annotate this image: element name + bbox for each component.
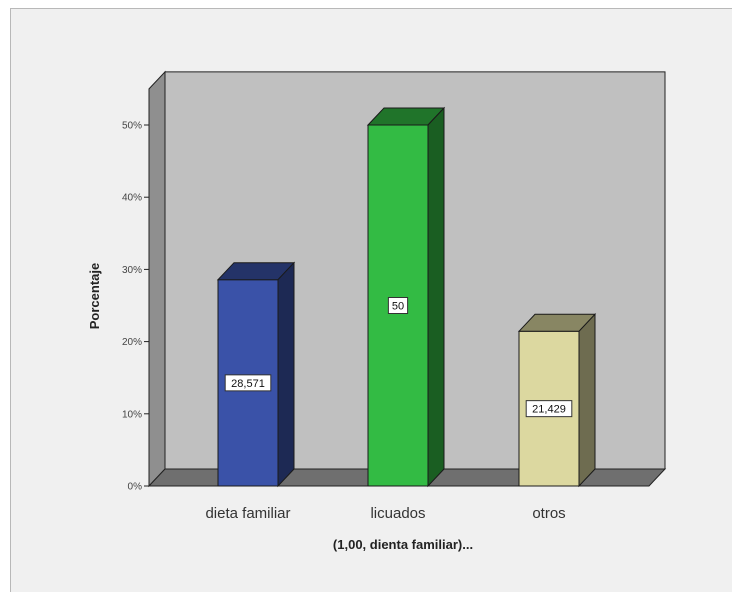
data-labels: 28,571 50 21,429 [224, 297, 573, 418]
x-category-label: licuados [370, 505, 425, 522]
data-label-box [224, 374, 272, 392]
data-label: 50 [392, 301, 404, 313]
y-tick-label: 40% [122, 193, 142, 204]
y-tick-label: 0% [128, 482, 143, 493]
x-category-label: otros [532, 505, 565, 522]
data-label-box [387, 297, 409, 314]
x-axis-categories: dieta familiar licuados otros [205, 505, 565, 522]
chart-frame: 0% 10% 20% 30% 40% 50% 28,571 50 21,429 dieta f… [10, 8, 732, 592]
y-tick-label: 30% [122, 265, 142, 276]
bar-side [578, 313, 596, 488]
left-wall [148, 70, 166, 488]
bar-chart: 0% 10% 20% 30% 40% 50% 28,571 50 21,429 dieta f… [87, 70, 667, 552]
y-tick-label: 10% [122, 409, 142, 420]
y-axis-ticks: 0% 10% 20% 30% 40% 50% [122, 121, 149, 493]
data-label: 21,429 [532, 404, 566, 416]
bar-side [277, 261, 295, 488]
bar-side [427, 106, 445, 488]
y-tick-label: 20% [122, 337, 142, 348]
y-tick-label: 50% [122, 121, 142, 132]
data-label-box [525, 400, 573, 418]
x-category-label: dieta familiar [205, 505, 290, 522]
y-axis-title: Porcentaje [87, 263, 102, 329]
x-axis-title: (1,00, dienta familiar)... [333, 537, 473, 552]
data-label: 28,571 [231, 378, 265, 390]
